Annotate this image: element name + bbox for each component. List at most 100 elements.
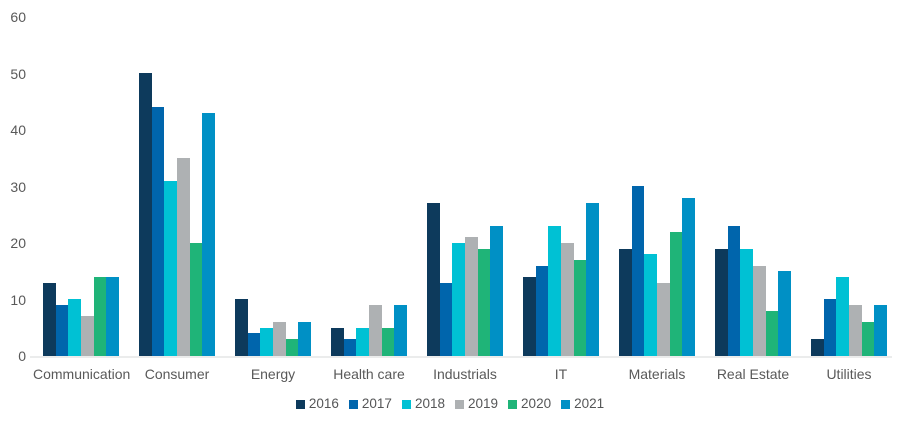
y-tick-60: 60 — [10, 9, 26, 25]
x-label-energy: Energy — [250, 366, 296, 382]
legend-swatch-2021 — [561, 399, 571, 409]
bar-energy-2021 — [298, 322, 311, 356]
bar-health-care-2019 — [369, 305, 382, 356]
bar-group-energy — [225, 0, 321, 356]
x-label-communication: Communication — [33, 366, 131, 382]
bar-group-materials — [609, 0, 705, 356]
bar-utilities-2017 — [823, 299, 837, 356]
bar-utilities-2019 — [849, 305, 862, 356]
bar-group-health-care — [321, 0, 417, 356]
y-axis: 0 10 20 30 40 50 60 — [0, 0, 26, 364]
y-tick-40: 40 — [10, 122, 26, 138]
bar-consumer-2020 — [189, 243, 203, 356]
legend-swatch-2019 — [455, 399, 464, 409]
bar-consumer-2021 — [202, 113, 215, 356]
bar-energy-2019 — [273, 322, 286, 356]
legend-swatch-2016 — [295, 399, 305, 409]
bar-materials-2019 — [657, 283, 670, 356]
bar-health-care-2021 — [394, 305, 407, 356]
bar-materials-2016 — [619, 249, 632, 356]
bar-industrials-2017 — [439, 283, 453, 356]
bar-energy-2020 — [285, 339, 299, 356]
bar-it-2017 — [535, 266, 549, 356]
bar-industrials-2021 — [490, 226, 503, 356]
legend-item-2019: 2019 — [455, 397, 498, 411]
bar-it-2016 — [523, 277, 536, 356]
x-label-health-care: Health care — [333, 366, 405, 382]
bar-health-care-2017 — [343, 339, 357, 356]
bar-group-consumer — [129, 0, 225, 356]
bar-utilities-2018 — [836, 277, 849, 356]
bar-group-real-estate — [705, 0, 801, 356]
bar-group-it — [513, 0, 609, 356]
legend-swatch-2018 — [401, 399, 411, 409]
bar-health-care-2016 — [331, 328, 344, 356]
bar-real-estate-2017 — [727, 226, 741, 356]
bar-communication-2017 — [55, 305, 69, 356]
bar-group-industrials — [417, 0, 513, 356]
bar-communication-2016 — [43, 283, 56, 356]
bar-consumer-2017 — [151, 107, 165, 356]
bar-communication-2020 — [93, 277, 107, 356]
bar-industrials-2019 — [465, 237, 478, 356]
bar-real-estate-2019 — [753, 266, 766, 356]
bar-consumer-2018 — [164, 181, 177, 356]
legend-label-2018: 2018 — [414, 396, 445, 411]
bar-real-estate-2021 — [778, 271, 791, 356]
bar-it-2019 — [561, 243, 574, 356]
bar-it-2021 — [586, 203, 599, 356]
bar-health-care-2018 — [356, 328, 369, 356]
bar-real-estate-2018 — [740, 249, 753, 356]
bar-it-2020 — [573, 260, 587, 356]
bar-energy-2016 — [235, 299, 248, 356]
x-label-real-estate: Real Estate — [716, 366, 790, 382]
bar-communication-2019 — [81, 316, 94, 356]
bar-industrials-2016 — [427, 203, 440, 356]
y-tick-30: 30 — [10, 179, 26, 195]
bar-consumer-2019 — [177, 158, 190, 356]
bar-communication-2018 — [68, 299, 81, 356]
bar-it-2018 — [548, 226, 561, 356]
bar-utilities-2016 — [811, 339, 824, 356]
x-label-materials: Materials — [628, 366, 686, 382]
bar-group-utilities — [801, 0, 897, 356]
legend-label-2019: 2019 — [468, 396, 499, 411]
x-label-it: IT — [554, 366, 568, 382]
y-tick-0: 0 — [18, 348, 26, 364]
bar-real-estate-2020 — [765, 311, 779, 356]
bar-consumer-2016 — [139, 73, 152, 356]
y-tick-10: 10 — [10, 292, 26, 308]
x-label-industrials: Industrials — [433, 366, 497, 382]
x-axis-line — [30, 356, 892, 358]
bar-materials-2021 — [682, 198, 695, 356]
bar-materials-2017 — [631, 186, 645, 356]
bar-energy-2017 — [247, 333, 261, 356]
bar-utilities-2020 — [861, 322, 875, 356]
y-tick-20: 20 — [10, 235, 26, 251]
legend: 2016 2017 2018 2019 2020 2021 — [0, 397, 900, 411]
y-tick-50: 50 — [10, 66, 26, 82]
bar-health-care-2020 — [381, 328, 395, 356]
legend-item-2016: 2016 — [295, 396, 339, 411]
legend-label-2016: 2016 — [308, 396, 339, 411]
legend-swatch-2017 — [348, 399, 358, 409]
bar-energy-2018 — [260, 328, 273, 356]
legend-label-2021: 2021 — [574, 396, 605, 411]
x-label-consumer: Consumer — [144, 366, 210, 382]
legend-label-2017: 2017 — [361, 396, 392, 411]
bar-industrials-2018 — [452, 243, 465, 356]
bar-real-estate-2016 — [715, 249, 728, 356]
bar-materials-2018 — [644, 254, 657, 356]
bar-industrials-2020 — [477, 249, 491, 356]
legend-item-2020: 2020 — [508, 397, 551, 411]
legend-label-2020: 2020 — [521, 396, 552, 411]
legend-item-2021: 2021 — [561, 397, 604, 411]
legend-swatch-2020 — [508, 399, 518, 409]
x-axis-labels: Communication Consumer Energy Health care In… — [33, 366, 897, 382]
plot-area — [33, 0, 897, 356]
bar-communication-2021 — [106, 277, 119, 356]
bar-group-communication — [33, 0, 129, 356]
bar-materials-2020 — [669, 232, 683, 356]
legend-item-2018: 2018 — [401, 396, 445, 411]
